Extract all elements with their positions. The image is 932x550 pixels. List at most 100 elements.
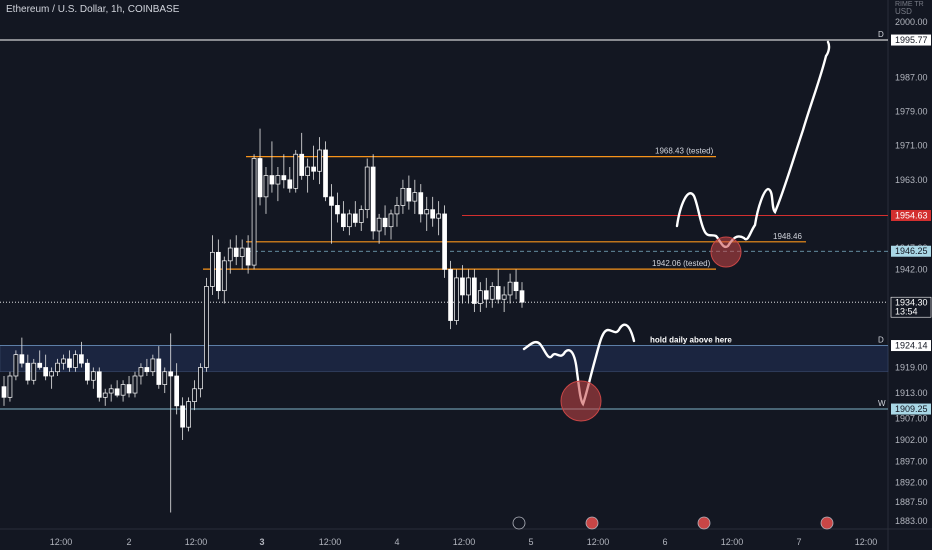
x-tick-label: 12:00 (587, 537, 610, 547)
candle-body (370, 166, 376, 232)
y-tick-label: 1942.00 (895, 264, 928, 274)
candle-body (430, 209, 436, 219)
price-tag-sub-last-price: 13:54 (895, 307, 918, 317)
candle-body (168, 371, 174, 377)
candle-body (406, 187, 412, 202)
x-tick-label: 6 (662, 537, 667, 547)
level-text-tested-1968: 1968.43 (tested) (655, 147, 714, 156)
level-tag-D: D (878, 30, 884, 39)
candle-body (263, 175, 269, 198)
flag-icon[interactable] (697, 516, 711, 530)
y-tick-label: 1987.00 (895, 72, 928, 82)
price-tag-text-daily-top: 1924.14 (895, 341, 928, 351)
flag-icon[interactable] (585, 516, 599, 530)
candle-body (156, 358, 162, 385)
candle-body (49, 371, 54, 377)
candle-body (180, 405, 185, 428)
x-tick-label: 4 (394, 537, 399, 547)
candle-body (120, 384, 126, 396)
y-tick-label: 2000.00 (895, 17, 928, 27)
candle-body (204, 286, 209, 368)
price-tag-last-price (890, 296, 932, 318)
candle-body (198, 367, 203, 390)
candle-body (227, 247, 233, 262)
candle-body (114, 388, 120, 396)
price-tag-text-weekly: 1909.25 (895, 404, 928, 414)
candle-body (13, 354, 19, 377)
candle-body (394, 205, 400, 215)
price-tag-text-current-dashed: 1946.25 (895, 246, 928, 256)
projection-path-up (675, 40, 831, 249)
candle-body (495, 286, 501, 300)
zone-label: hold daily above here (650, 336, 732, 345)
x-tick-label: 12:00 (855, 537, 878, 547)
y-tick-label: 1971.00 (895, 141, 928, 151)
x-tick-label: 12:00 (453, 537, 476, 547)
candle-body (472, 277, 477, 304)
x-tick-label: 12:00 (319, 537, 342, 547)
candle-body (424, 209, 430, 215)
price-tag-red-level (891, 210, 931, 222)
daily-zone (0, 345, 889, 373)
candle-body (489, 286, 495, 300)
candle-body (55, 362, 60, 373)
candle-body (138, 367, 144, 377)
candle-body (85, 362, 90, 381)
candle-body (341, 213, 346, 228)
price-tag-text-D: 1995.77 (895, 35, 928, 45)
candle-body (483, 290, 489, 300)
axis-currency-sub: RIME TR (895, 1, 924, 8)
candle-body (281, 175, 287, 181)
level-tag-weekly: W (878, 399, 886, 408)
x-tick-label: 12:00 (721, 537, 744, 547)
candle-body (215, 251, 221, 292)
candle-body (251, 158, 257, 266)
candle-body (477, 290, 483, 304)
candle-body (317, 149, 322, 172)
candle-body (507, 281, 513, 296)
candle-body (299, 153, 305, 176)
price-tag-text-last-price: 1934.30 (895, 298, 928, 308)
candle-body (108, 388, 114, 394)
y-tick-label: 1979.00 (895, 107, 928, 117)
y-tick-label: 1902.00 (895, 435, 928, 445)
y-tick-label: 1887.50 (895, 497, 928, 507)
candle-body (311, 166, 316, 172)
touch-circle-lower (560, 380, 602, 422)
candle-body (162, 371, 168, 385)
candle-body (1, 386, 7, 398)
x-tick-label: 7 (796, 537, 801, 547)
y-tick-label: 1907.00 (895, 414, 928, 424)
candle-body (275, 175, 281, 185)
price-tag-current-dashed (891, 245, 931, 257)
candle-body (519, 290, 525, 303)
candle-body (210, 251, 215, 287)
price-tag-daily-top (891, 340, 931, 352)
level-tag-daily-top: D (878, 336, 884, 345)
candle-body (352, 213, 358, 223)
y-tick-label: 1897.00 (895, 456, 928, 466)
candle-body (239, 247, 245, 257)
y-tick-label: 1892.00 (895, 478, 928, 488)
candle-body (501, 294, 507, 300)
candle-body (31, 362, 37, 381)
candle-body (67, 358, 72, 368)
candle-body (7, 375, 13, 398)
candle-body (102, 392, 108, 398)
lightning-icon[interactable] (512, 516, 526, 530)
candle-body (460, 277, 465, 296)
candle-body (305, 166, 311, 176)
candle-body (412, 192, 418, 202)
candle-body (323, 149, 328, 198)
candle-body (388, 213, 394, 228)
candle-body (43, 367, 49, 377)
x-tick-label: 12:00 (185, 537, 208, 547)
x-tick-label: 2 (126, 537, 131, 547)
candle-body (358, 209, 364, 223)
flag-icon[interactable] (820, 516, 834, 530)
candle-body (25, 362, 31, 381)
y-tick-label: 1883.00 (895, 516, 928, 526)
level-text-tested-1942: 1942.06 (tested) (652, 259, 711, 268)
candle-body (376, 217, 382, 232)
